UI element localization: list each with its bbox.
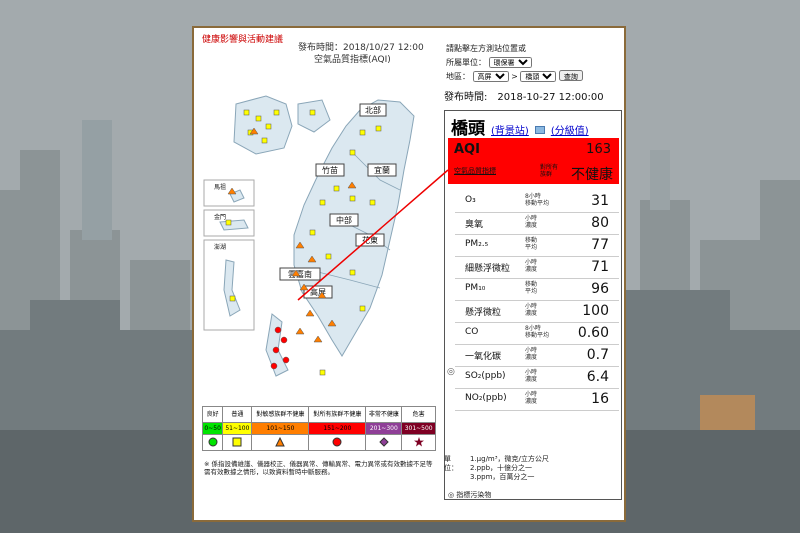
region-zhumiao[interactable]: 竹苗 [322, 165, 338, 175]
taiwan-aqi-map[interactable]: 北部 竹苗 宜蘭 中部 花東 雲嘉南 高屏 馬祖 金門 澎湖 [200, 70, 436, 388]
publish-time-right: 發布時間: 2018-10-27 12:00:00 [444, 88, 604, 103]
county-select[interactable]: 橋頭 [520, 71, 557, 82]
legend-range-good: 0~50 [201, 422, 224, 435]
legend-level-sensitive: 對敏感族群不健康 [251, 406, 310, 423]
aqi-label: AQI [454, 142, 480, 157]
legend-range-hazardous: 301~500 [401, 422, 436, 435]
region-penghu[interactable]: 澎湖 [214, 243, 226, 251]
aqi-value: 163 [586, 142, 611, 157]
circle-green-icon [208, 437, 218, 446]
aqi-box: AQI 163 空氣品質指標 對所有 族群 不健康 [448, 138, 619, 184]
pollutant-row: 一氧化碳 小時 濃度 0.7 [455, 345, 619, 367]
pollutant-row: SO₂(ppb) 小時 濃度 6.4 [455, 367, 619, 389]
aqi-status: 不健康 [571, 167, 613, 183]
diamond-purple-icon [379, 436, 389, 447]
pollutant-row: PM₂.₅ 移動 平均 77 [455, 235, 619, 257]
pollutant-list: O₃ 8小時 移動平均 31 臭氧 小時 濃度 80 PM₂.₅ 移動 平均 77 細懸浮微粒 小時… [445, 191, 623, 411]
pollutant-row: PM₁₀ 移動 平均 96 [455, 279, 619, 301]
publish-time-value: 2018-10-27 12:00:00 [497, 92, 604, 103]
pollutant-row: O₃ 8小時 移動平均 31 [455, 191, 619, 213]
publish-header: 發布時間：2018/10/27 12:00 空氣品質指標(AQI) [298, 42, 424, 66]
background-station-link[interactable]: (背景站) [491, 126, 529, 137]
region-central[interactable]: 中部 [336, 215, 352, 225]
publish-time-label: 發布時間: [444, 92, 488, 103]
pollutant-row: CO 8小時 移動平均 0.60 [455, 323, 619, 345]
unit-label: 所屬單位： [446, 58, 486, 67]
region-north[interactable]: 北部 [365, 105, 381, 115]
pollutant-row: 臭氧 小時 濃度 80 [455, 213, 619, 235]
square-yellow-icon [232, 437, 242, 446]
legend-level-unhealthy: 對所有族群不健康 [308, 406, 367, 423]
station-name: 橋頭 [451, 119, 485, 139]
pollutant-row: 細懸浮微粒 小時 濃度 71 [455, 257, 619, 279]
star-maroon-icon [413, 436, 424, 446]
circle-red-icon [332, 437, 342, 446]
triangle-orange-icon [275, 436, 286, 446]
legend-level-good: 良好 [201, 406, 224, 423]
aqi-legend: 良好 普通 對敏感族群不健康 對所有族群不健康 非常不健康 危害 0~50 51… [201, 406, 436, 451]
legend-level-hazardous: 危害 [401, 406, 436, 423]
grade-link[interactable]: (分級值) [550, 126, 589, 137]
aqi-group: 對所有 族群 [540, 164, 559, 178]
legend-level-very-unhealthy: 非常不健康 [365, 406, 403, 423]
region-huadong[interactable]: 花東 [362, 235, 378, 245]
legend-range-sensitive: 101~150 [251, 422, 310, 435]
legend-level-moderate: 普通 [222, 406, 253, 423]
station-controls: 請點擊左方測站位置或 所屬單位： 環保署 地區： 高屏 > 橋頭 查詢 [446, 42, 583, 84]
footnote: ※ 係指設備維護、儀器校正、儀器異常、傳輸異常、電力異常或有效數據不足等需有效數… [204, 460, 433, 476]
query-button[interactable]: 查詢 [558, 70, 583, 81]
area-label: 地區： [446, 72, 470, 81]
region-yilan[interactable]: 宜蘭 [374, 165, 390, 175]
publish-time-line: 發布時間：2018/10/27 12:00 [298, 43, 424, 53]
air-quality-panel: 健康影響與活動建議 發布時間：2018/10/27 12:00 空氣品質指標(A… [192, 26, 626, 522]
pollutant-row: 懸浮微粒 小時 濃度 100 [455, 301, 619, 323]
region-select[interactable]: 高屏 [472, 71, 509, 82]
pollutant-row: NO₂(ppb) 小時 濃度 16 [455, 389, 619, 411]
legend-range-very-unhealthy: 201~300 [365, 422, 403, 435]
chart-icon[interactable] [534, 126, 545, 134]
region-yunjianan[interactable]: 雲嘉南 [288, 269, 312, 279]
legend-range-unhealthy: 151~200 [308, 422, 367, 435]
arrow-separator: > [511, 72, 518, 81]
aqi-sub-link[interactable]: 空氣品質指標 [454, 167, 496, 175]
health-advice-link[interactable]: 健康影響與活動建議 [202, 35, 284, 45]
pollutant-marker-icon: ◎ [447, 367, 455, 377]
legend-range-moderate: 51~100 [222, 422, 253, 435]
unit-select[interactable]: 環保署 [488, 57, 532, 68]
taiwan-outline [233, 95, 415, 377]
region-kinmen[interactable]: 金門 [214, 213, 226, 221]
station-detail: 橋頭 (背景站) (分級值) AQI 163 空氣品質指標 對所有 族群 不健康 … [444, 110, 622, 500]
aqi-title: 空氣品質指標(AQI) [314, 55, 391, 65]
region-matsu[interactable]: 馬祖 [214, 183, 226, 191]
controls-hint: 請點擊左方測站位置或 [446, 44, 526, 53]
marker-note: ◎ 指標污染物 [448, 491, 492, 499]
inset-boxes [203, 179, 255, 331]
